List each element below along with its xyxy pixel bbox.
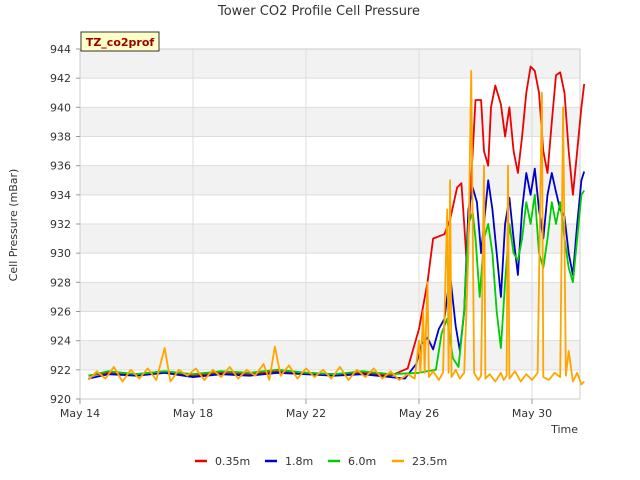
plot-band [80,311,580,341]
badge-box [80,31,160,52]
y-tick-label: 926 [50,306,71,319]
y-axis-label: Cell Pressure (mBar) [7,169,20,282]
plot-band [80,136,580,166]
plot-band [80,340,580,370]
series-lines [87,65,586,386]
y-tick-label: 930 [50,247,71,260]
chart-title: Tower CO2 Profile Cell Pressure [217,4,420,19]
plot-band [80,194,580,224]
plot-background-bands [80,49,580,399]
y-tick-label: 928 [50,276,71,289]
badge: TZ_co2prof [80,31,160,52]
y-tick-label: 932 [50,218,71,231]
plot-band [80,165,580,195]
y-tick-label: 934 [50,189,71,202]
axis-ticks: 920 922 924 926 928 930 932 934 936 938 940 942 944 M… [50,43,552,420]
y-tick-label: 938 [50,131,71,144]
y-tick-label: 942 [50,72,71,85]
y-tick-label: 922 [50,364,71,377]
x-tick-label: May 30 [512,407,552,420]
plot-band [80,49,580,79]
legend-label-23.5m: 23.5m [412,455,447,468]
x-tick-label: May 14 [60,407,100,420]
y-tick-label: 936 [50,160,71,173]
y-tick-label: 924 [50,335,71,348]
series-line-1.8m [88,167,586,380]
series-line-23.5m [87,70,585,386]
legend-label-6.0m: 6.0m [348,455,376,468]
x-tick-label: May 18 [173,407,213,420]
x-axis-label: Time [550,423,578,436]
plot-band [80,107,580,137]
y-tick-label: 940 [50,101,71,114]
x-tick-label: May 26 [399,407,439,420]
plot-band [80,78,580,108]
gridlines [79,48,580,400]
legend-label-1.8m: 1.8m [285,455,313,468]
legend-label-0.35m: 0.35m [215,455,250,468]
legend: 0.35m 1.8m 6.0m 23.5m [195,455,447,468]
series-line-6.0m [88,190,585,377]
x-tick-label: May 22 [286,407,326,420]
y-tick-label: 920 [50,393,71,406]
y-tick-label: 944 [50,43,71,56]
badge-label: TZ_co2prof [86,36,155,49]
